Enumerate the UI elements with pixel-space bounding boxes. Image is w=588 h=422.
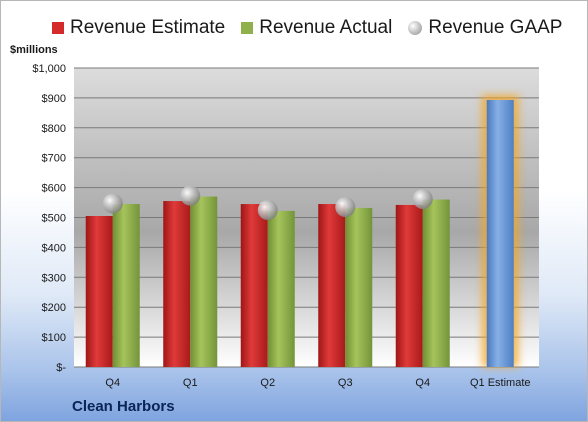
marker-revenue-gaap (335, 197, 356, 218)
x-tick-label: Q1 (183, 377, 198, 389)
company-name: Clean Harbors (72, 398, 175, 415)
legend-label-estimate: Revenue Estimate (70, 17, 226, 38)
legend-label-gaap: Revenue GAAP (428, 17, 563, 38)
x-tick-label: Q2 (260, 377, 275, 389)
y-axis-unit-label: $millions (10, 44, 58, 56)
y-tick-label: $400 (42, 242, 66, 254)
marker-revenue-gaap (257, 200, 278, 221)
y-tick-label: $600 (42, 183, 66, 195)
bar-revenue-estimate (318, 204, 346, 367)
x-tick-label: Q1 Estimate (470, 377, 531, 389)
bar-revenue-estimate (85, 216, 113, 367)
x-tick-label: Q4 (415, 377, 430, 389)
bar-revenue-estimate (240, 204, 268, 367)
y-tick-label: $100 (42, 332, 66, 344)
bar-revenue-actual (267, 210, 295, 367)
legend-swatch-gaap (408, 21, 423, 35)
bar-revenue-estimate (395, 204, 423, 367)
bar-q1-estimate (486, 99, 514, 368)
bar-revenue-estimate (163, 201, 191, 367)
y-tick-label: $800 (42, 123, 66, 135)
legend: Revenue Estimate Revenue Actual Revenue … (52, 16, 578, 40)
marker-revenue-gaap (102, 193, 123, 214)
legend-item-actual: Revenue Actual (241, 17, 392, 39)
x-tick-label: Q4 (105, 377, 120, 389)
legend-swatch-actual (241, 22, 254, 34)
y-tick-label: $900 (42, 93, 66, 105)
y-tick-label: $- (56, 362, 66, 374)
legend-swatch-estimate (52, 22, 64, 34)
y-tick-label: $200 (42, 302, 66, 314)
marker-revenue-gaap (180, 185, 201, 206)
marker-revenue-gaap (412, 188, 433, 209)
x-tick-label: Q3 (338, 377, 353, 389)
legend-item-estimate: Revenue Estimate (52, 17, 225, 39)
bar-revenue-actual (422, 199, 450, 367)
y-tick-label: $700 (42, 153, 66, 165)
y-tick-label: $500 (42, 213, 66, 225)
y-tick-label: $1,000 (32, 63, 66, 75)
bar-revenue-actual (112, 204, 140, 367)
bar-revenue-actual (345, 207, 373, 367)
bar-revenue-actual (190, 196, 218, 367)
legend-label-actual: Revenue Actual (259, 17, 393, 38)
legend-item-gaap: Revenue GAAP (408, 17, 562, 39)
y-tick-label: $300 (42, 272, 66, 284)
